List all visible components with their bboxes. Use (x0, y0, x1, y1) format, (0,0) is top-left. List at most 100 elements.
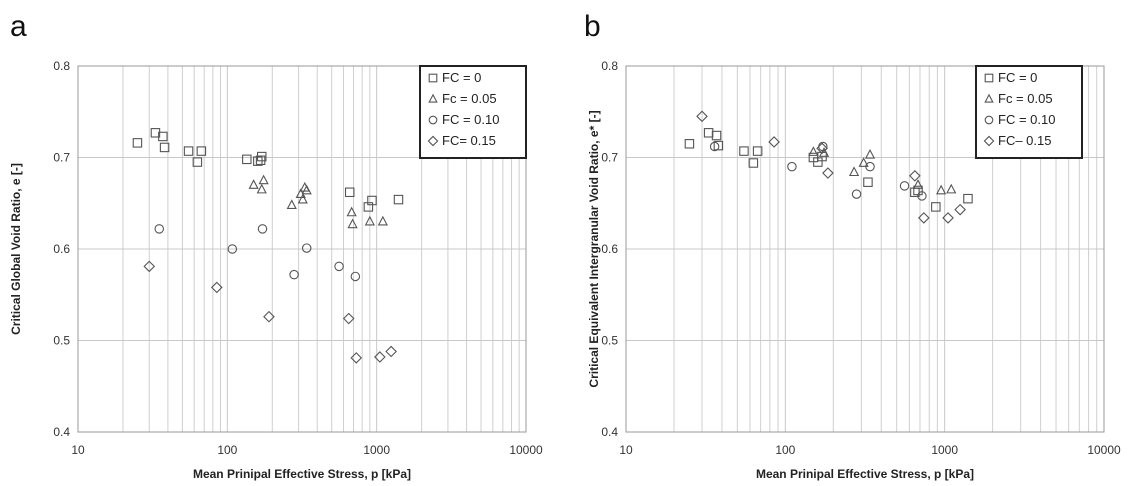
data-point-circle (154, 224, 164, 234)
data-point-circle (851, 189, 862, 199)
data-point-diamond (143, 260, 156, 273)
y-tick-label: 0.7 (601, 151, 618, 165)
data-point-diamond (263, 310, 275, 323)
data-point-triangle (248, 179, 259, 189)
data-point-square (684, 139, 695, 149)
x-tick-label: 100 (775, 443, 795, 457)
legend-marker-diamond (983, 135, 995, 147)
legend-marker-circle (428, 115, 438, 125)
y-tick-label: 0.5 (53, 334, 70, 348)
legend: FC = 0 Fc = 0.05 FC = 0.10 FC– 0.15 (975, 65, 1083, 159)
legend-marker-square (984, 73, 994, 83)
data-point-square (256, 151, 267, 162)
data-point-triangle (864, 148, 876, 159)
data-point-triangle (256, 183, 267, 194)
data-point-diamond (942, 212, 954, 224)
legend-entry: FC = 0.10 (442, 112, 499, 127)
data-point-diamond (350, 352, 363, 364)
data-point-triangle (946, 183, 957, 194)
y-tick-label: 0.5 (601, 334, 618, 348)
panel-b: b 0.4 0.5 0.6 0.7 0.8 10 100 1000 10000 Mean Prini… (584, 10, 1121, 481)
legend: FC = 0 Fc = 0.05 FC = 0.10 FC= 0.15 (419, 65, 527, 159)
data-point-circle (334, 261, 344, 272)
data-point-square (931, 202, 941, 212)
legend-box (419, 65, 527, 159)
legend-entry: FC– 0.15 (998, 133, 1051, 148)
y-tick-label: 0.6 (53, 242, 70, 256)
data-point-square (158, 131, 168, 142)
x-tick-label: 100 (217, 443, 237, 457)
y-tick-label: 0.7 (53, 151, 70, 165)
data-point-triangle (377, 215, 388, 226)
data-point-square (159, 142, 170, 153)
data-point-triangle (364, 215, 375, 226)
legend-marker-square (428, 73, 438, 83)
x-tick-label: 10 (71, 443, 85, 457)
y-axis-label: Critical Global Void Ratio, e [-] (9, 163, 23, 335)
data-point-triangle (258, 174, 269, 185)
panel-a: a 0.4 0.5 0.6 0.7 0.8 10 100 1000 10000 Mean Prini… (9, 10, 543, 481)
data-point-circle (917, 191, 927, 201)
y-tick-label: 0.8 (601, 59, 618, 73)
data-point-circle (350, 271, 361, 282)
y-tick-label: 0.6 (601, 242, 618, 256)
x-tick-label: 10 (619, 443, 633, 457)
data-point-diamond (954, 203, 966, 216)
panel-letter: b (584, 10, 601, 43)
x-tick-label: 1000 (931, 443, 958, 457)
data-point-diamond (816, 142, 828, 155)
data-point-triangle (286, 199, 297, 209)
data-point-square (183, 146, 194, 156)
legend-marker-triangle (428, 93, 438, 103)
data-point-square (393, 194, 404, 205)
legend-entry: Fc = 0.05 (442, 91, 497, 106)
legend-marker-diamond (427, 135, 439, 147)
data-point-diamond (768, 136, 780, 148)
data-point-square (863, 177, 873, 187)
data-point-square (703, 128, 714, 138)
data-point-triangle (818, 147, 830, 157)
data-point-diamond (696, 110, 708, 123)
data-point-square (367, 195, 377, 206)
data-point-square (192, 157, 203, 167)
y-axis-label: Critical Equivalent Intergranular Void R… (587, 110, 601, 387)
data-point-diamond (374, 351, 386, 363)
data-point-circle (865, 161, 875, 172)
data-point-square (963, 193, 973, 204)
data-point-triangle (912, 179, 924, 189)
data-point-triangle (808, 146, 819, 156)
data-point-diamond (918, 212, 930, 224)
data-point-diamond (342, 312, 355, 325)
legend-marker-triangle (984, 93, 994, 103)
data-point-circle (709, 141, 720, 152)
data-point-square (363, 202, 374, 212)
plot-area (625, 65, 1105, 433)
panel-letter: a (10, 10, 27, 43)
legend-box (975, 65, 1083, 159)
data-point-square (344, 187, 355, 198)
y-tick-label: 0.4 (53, 425, 70, 439)
data-point-diamond (385, 345, 397, 358)
data-point-triangle (936, 184, 947, 195)
x-tick-label: 10000 (1087, 443, 1121, 457)
data-point-square (242, 154, 252, 165)
data-point-circle (787, 161, 797, 172)
plot-area (77, 65, 527, 433)
x-axis-label: Mean Prinipal Effective Stress, p [kPa] (193, 467, 411, 481)
data-point-square (748, 158, 759, 168)
data-point-circle (227, 244, 238, 254)
data-point-square (711, 130, 722, 141)
data-point-circle (289, 269, 299, 280)
data-point-circle (257, 224, 268, 234)
x-tick-label: 1000 (363, 443, 390, 457)
data-point-diamond (822, 167, 834, 179)
data-point-circle (899, 181, 910, 191)
legend-entry: FC= 0.15 (442, 133, 496, 148)
data-point-triangle (848, 166, 860, 177)
legend-entry: FC = 0 (998, 70, 1037, 85)
data-point-square (713, 140, 724, 151)
y-tick-label: 0.8 (53, 59, 70, 73)
data-point-triangle (297, 193, 308, 204)
data-point-square (739, 146, 749, 156)
